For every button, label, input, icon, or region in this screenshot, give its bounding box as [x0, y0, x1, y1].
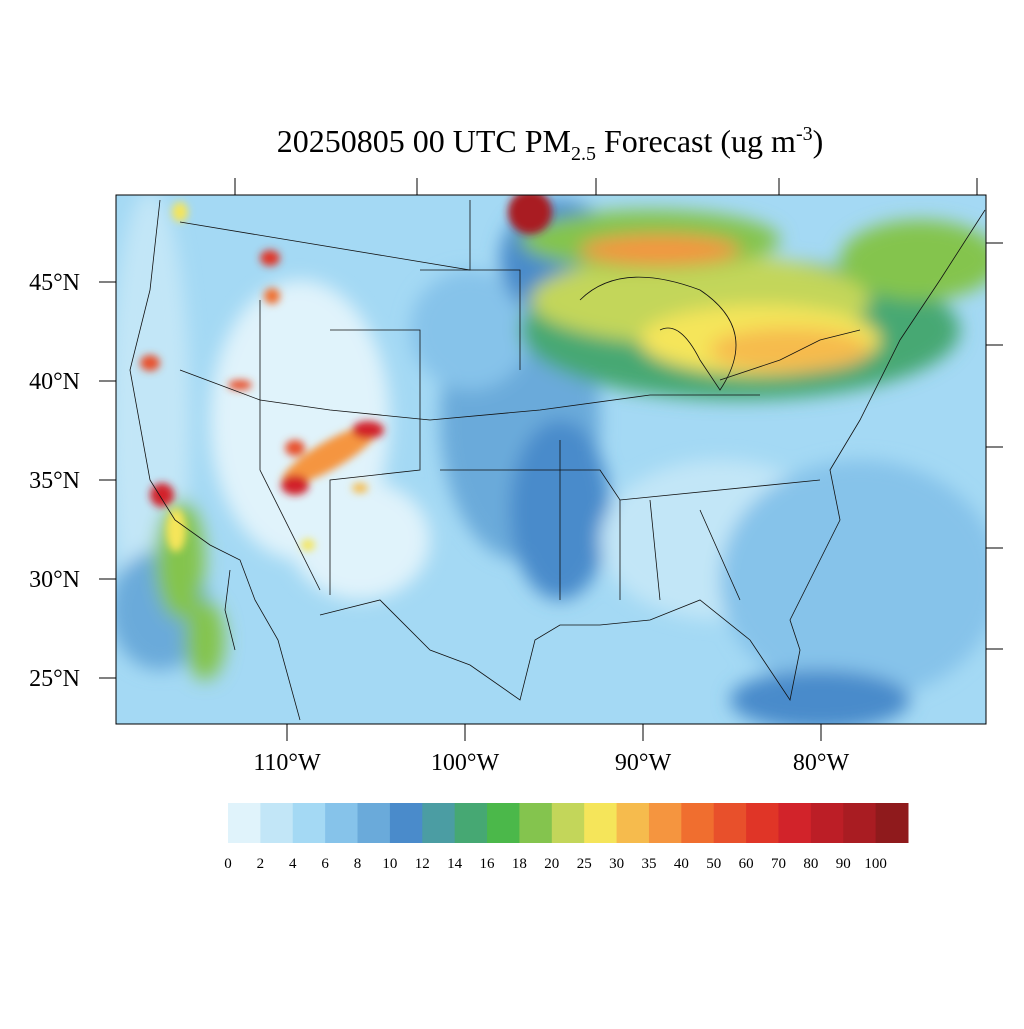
map-field	[116, 195, 986, 724]
title: 20250805 00 UTC PM2.5 Forecast (ug m-3)	[277, 123, 824, 165]
colorbar-box	[681, 803, 715, 843]
colorbar-label: 80	[803, 856, 818, 872]
colorbar-box	[778, 803, 812, 843]
lat-label: 30°N	[29, 567, 80, 593]
lat-label: 45°N	[29, 270, 80, 296]
colorbar-box	[454, 803, 488, 843]
lon-label: 90°W	[615, 750, 672, 776]
colorbar-label: 25	[577, 856, 592, 872]
colorbar-box	[292, 803, 326, 843]
colorbar-label: 50	[706, 856, 721, 872]
colorbar: 0 2 4 6 8 10 12 14 16 18 20 25 30 35 40 50 60 70 80 90 100	[224, 803, 909, 872]
colorbar-label: 4	[289, 856, 297, 872]
colorbar-label: 90	[836, 856, 851, 872]
colorbar-box	[228, 803, 261, 843]
colorbar-label: 35	[641, 856, 656, 872]
colorbar-label: 20	[544, 856, 559, 872]
colorbar-label: 0	[224, 856, 232, 872]
title-superscript: -3	[796, 123, 813, 145]
colorbar-label: 10	[382, 856, 397, 872]
colorbar-label: 60	[739, 856, 754, 872]
colorbar-box	[519, 803, 553, 843]
colorbar-box	[810, 803, 844, 843]
colorbar-label: 14	[447, 856, 463, 872]
lon-label: 100°W	[431, 750, 500, 776]
colorbar-box	[746, 803, 779, 843]
colorbar-box	[487, 803, 520, 843]
colorbar-box	[875, 803, 909, 843]
colorbar-label: 8	[354, 856, 362, 872]
map-frame	[115, 194, 987, 725]
colorbar-box	[616, 803, 650, 843]
colorbar-box	[357, 803, 391, 843]
colorbar-box	[648, 803, 682, 843]
colorbar-box	[325, 803, 359, 843]
colorbar-box	[422, 803, 456, 843]
lon-label: 110°W	[253, 750, 321, 776]
colorbar-label: 100	[864, 856, 887, 872]
lat-label: 40°N	[29, 369, 80, 395]
colorbar-label: 16	[480, 856, 496, 872]
colorbar-label: 70	[771, 856, 786, 872]
colorbar-label: 12	[415, 856, 430, 872]
colorbar-box	[551, 803, 585, 843]
title-subscript: 2.5	[571, 143, 596, 165]
colorbar-box	[389, 803, 423, 843]
title-text: 20250805 00 UTC PM	[277, 123, 571, 159]
lon-label: 80°W	[793, 750, 850, 776]
colorbar-label: 40	[674, 856, 689, 872]
title-text: )	[813, 123, 824, 159]
colorbar-label: 18	[512, 856, 527, 872]
title-text: Forecast (ug m	[596, 123, 796, 159]
colorbar-label: 6	[321, 856, 329, 872]
colorbar-label: 2	[257, 856, 265, 872]
axis-ticks	[234, 178, 1003, 650]
colorbar-box	[843, 803, 877, 843]
colorbar-box	[260, 803, 294, 843]
lat-label: 35°N	[29, 468, 80, 494]
colorbar-box	[713, 803, 747, 843]
lat-label: 25°N	[29, 666, 80, 692]
colorbar-label: 30	[609, 856, 624, 872]
colorbar-box	[584, 803, 618, 843]
